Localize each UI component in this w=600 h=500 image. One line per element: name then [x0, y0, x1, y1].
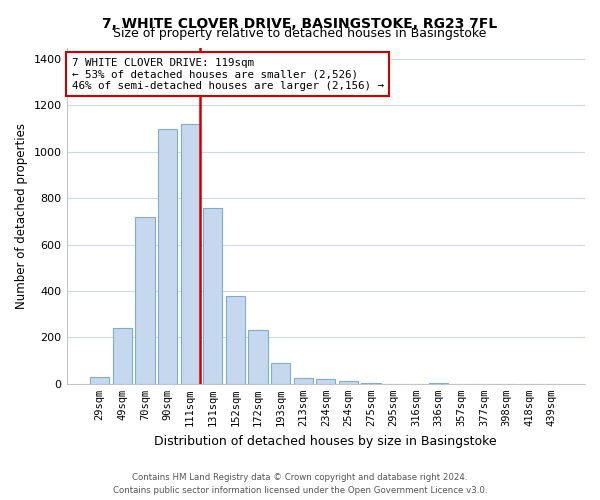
- Bar: [136, 217, 155, 384]
- Bar: [271, 363, 290, 384]
- Text: 7 WHITE CLOVER DRIVE: 119sqm
← 53% of detached houses are smaller (2,526)
46% of: 7 WHITE CLOVER DRIVE: 119sqm ← 53% of de…: [72, 58, 384, 91]
- X-axis label: Distribution of detached houses by size in Basingstoke: Distribution of detached houses by size …: [154, 434, 497, 448]
- Bar: [293, 378, 313, 384]
- Bar: [361, 382, 380, 384]
- Bar: [339, 382, 358, 384]
- Bar: [203, 208, 223, 384]
- Bar: [113, 328, 132, 384]
- Bar: [90, 377, 109, 384]
- Bar: [248, 330, 268, 384]
- Bar: [226, 296, 245, 384]
- Y-axis label: Number of detached properties: Number of detached properties: [15, 122, 28, 308]
- Bar: [181, 124, 200, 384]
- Text: 7, WHITE CLOVER DRIVE, BASINGSTOKE, RG23 7FL: 7, WHITE CLOVER DRIVE, BASINGSTOKE, RG23…: [103, 18, 497, 32]
- Text: Size of property relative to detached houses in Basingstoke: Size of property relative to detached ho…: [113, 28, 487, 40]
- Text: Contains HM Land Registry data © Crown copyright and database right 2024.
Contai: Contains HM Land Registry data © Crown c…: [113, 473, 487, 495]
- Bar: [429, 382, 448, 384]
- Bar: [316, 379, 335, 384]
- Bar: [158, 128, 177, 384]
